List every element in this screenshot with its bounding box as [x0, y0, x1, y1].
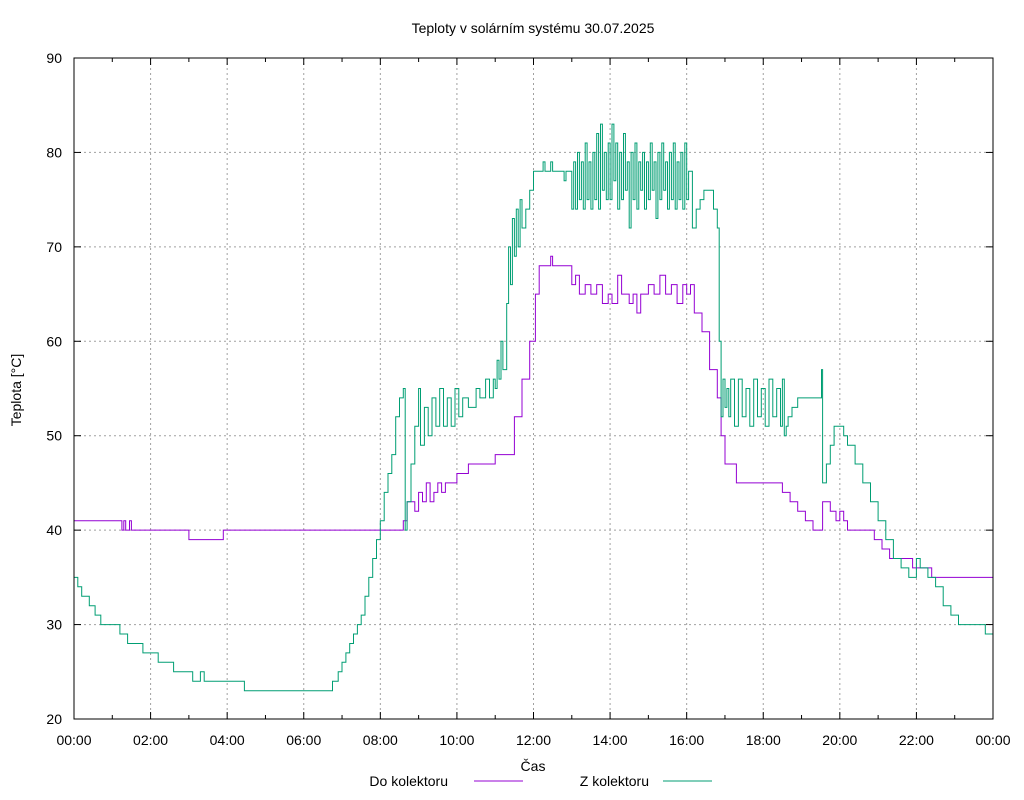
y-tick-label: 80 [46, 144, 62, 160]
x-tick-label: 10:00 [439, 732, 474, 748]
series-layer [74, 123, 994, 692]
x-tick-label: 00:00 [975, 732, 1010, 748]
x-tick-label: 16:00 [669, 732, 704, 748]
y-tick-label: 60 [46, 333, 62, 349]
legend: Do kolektoru Z kolektoru [369, 773, 712, 789]
series-line-1 [74, 255, 993, 578]
y-tick-label: 40 [46, 522, 62, 538]
gridlines [74, 58, 993, 719]
y-tick-label: 30 [46, 617, 62, 633]
y-tick-label: 20 [46, 711, 62, 727]
x-tick-label: 02:00 [133, 732, 168, 748]
legend-label-1: Do kolektoru [369, 773, 448, 789]
x-tick-label: 14:00 [593, 732, 628, 748]
axis-ticks [73, 57, 994, 720]
legend-label-2: Z kolektoru [580, 773, 649, 789]
x-tick-label: 04:00 [210, 732, 245, 748]
series-line-2 [74, 123, 994, 692]
y-tick-label: 70 [46, 239, 62, 255]
x-tick-label: 00:00 [56, 732, 91, 748]
x-tick-label: 08:00 [363, 732, 398, 748]
y-tick-label: 50 [46, 428, 62, 444]
tick-labels: 00:00 02:00 04:00 06:00 08:00 10:00 12:00 14:00… [46, 50, 1010, 748]
x-tick-label: 18:00 [746, 732, 781, 748]
x-tick-label: 12:00 [516, 732, 551, 748]
x-tick-label: 22:00 [899, 732, 934, 748]
chart-title: Teploty v solárním systému 30.07.2025 [412, 20, 655, 36]
y-tick-label: 90 [46, 50, 62, 66]
x-axis-label: Čas [521, 758, 546, 774]
x-tick-label: 06:00 [286, 732, 321, 748]
x-tick-label: 20:00 [822, 732, 857, 748]
y-axis-label: Teplota [°C] [8, 354, 24, 427]
